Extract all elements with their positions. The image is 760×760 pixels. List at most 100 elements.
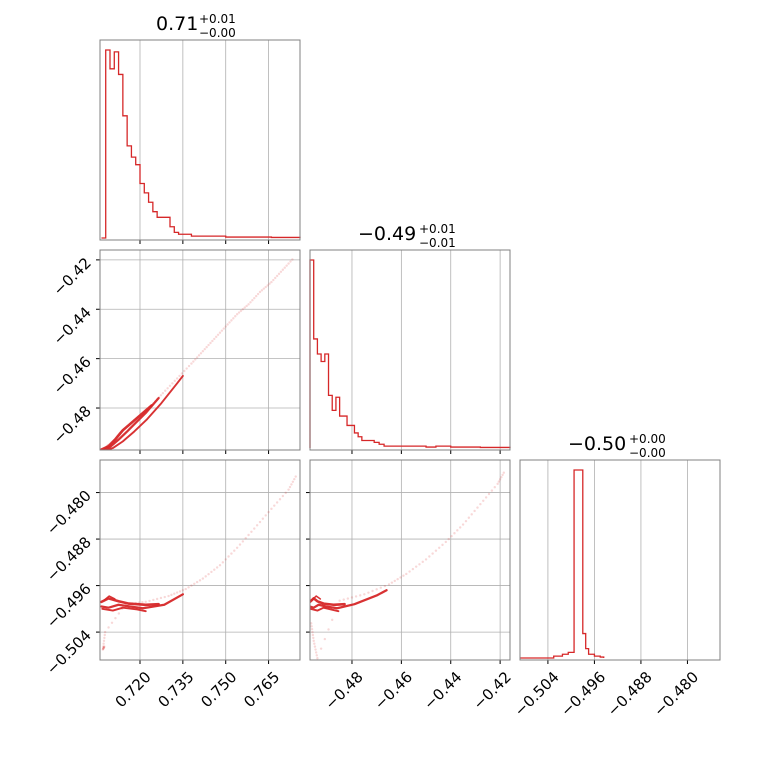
scatter-point xyxy=(350,596,354,599)
panels: −0.504−0.496−0.488−0.480−0.48−0.46−0.44−… xyxy=(43,39,721,720)
scatter-point xyxy=(470,513,473,516)
scatter-point xyxy=(247,533,250,537)
scatter-point xyxy=(310,622,313,625)
scatter-point xyxy=(310,625,313,628)
scatter-point xyxy=(498,478,502,481)
y-tick-label: −0.48 xyxy=(50,402,95,447)
title-p0: 0.71 +0.01 −0.00 xyxy=(156,12,236,40)
scatter-point xyxy=(314,648,317,651)
scatter-point xyxy=(102,642,105,645)
scatter-point xyxy=(234,315,237,318)
scatter-point xyxy=(264,514,267,517)
joint-p0-p1: −0.48−0.46 −0.44−0.42 xyxy=(50,249,301,454)
scatter-point xyxy=(283,266,286,269)
x-tick-label: 0.735 xyxy=(155,668,198,711)
title-p0-plus: +0.01 xyxy=(199,12,236,26)
scatter-point xyxy=(476,506,479,509)
scatter-point xyxy=(221,561,225,564)
scatter-point xyxy=(264,285,267,289)
scatter-point xyxy=(281,268,285,271)
title-p2-plus: +0.00 xyxy=(629,432,666,446)
scatter-point xyxy=(277,272,281,276)
scatter-point xyxy=(103,636,106,640)
scatter-point xyxy=(319,647,323,650)
scatter-point xyxy=(250,530,253,534)
scatter-point xyxy=(107,626,110,629)
scatter-point xyxy=(102,645,105,648)
scatter-point xyxy=(171,382,174,385)
joint-content xyxy=(100,475,297,651)
scatter-point xyxy=(205,345,208,349)
scatter-point xyxy=(262,287,266,290)
title-p2: −0.50 +0.00 −0.00 xyxy=(568,432,666,460)
scatter-point xyxy=(314,651,318,654)
scatter-point xyxy=(218,331,222,334)
scatter-point xyxy=(152,598,155,602)
scatter-point xyxy=(287,488,290,491)
scatter-point xyxy=(230,552,233,555)
scatter-point xyxy=(175,591,179,594)
joint-p1-p2: −0.48 −0.46 −0.44 −0.42 xyxy=(306,459,515,713)
scatter-point xyxy=(102,645,106,649)
scatter-point xyxy=(447,537,450,541)
scatter-point xyxy=(311,630,314,634)
scatter-point xyxy=(261,517,265,520)
contour-line xyxy=(101,397,160,450)
scatter-point xyxy=(194,358,197,361)
scatter-point xyxy=(187,364,191,368)
x-tick-label: −0.44 xyxy=(420,668,465,713)
scatter-point xyxy=(473,509,476,513)
scatter-point xyxy=(198,579,202,582)
scatter-point xyxy=(313,642,316,645)
scatter-point xyxy=(204,575,207,578)
scatter-point xyxy=(178,590,182,593)
scatter-point xyxy=(230,319,233,322)
scatter-point xyxy=(402,574,405,577)
scatter-point xyxy=(411,567,415,571)
scatter-point xyxy=(479,502,482,506)
scatter-point xyxy=(428,555,431,558)
scatter-point xyxy=(243,306,246,309)
scatter-point xyxy=(102,639,106,643)
scatter-point xyxy=(251,299,254,302)
scatter-point xyxy=(270,507,273,511)
scatter-point xyxy=(438,546,441,549)
scatter-point xyxy=(161,392,165,395)
scatter-point xyxy=(241,308,245,311)
scatter-point xyxy=(168,384,172,388)
scatter-point xyxy=(239,309,243,313)
scatter-point xyxy=(497,480,501,483)
scatter-point xyxy=(197,354,201,357)
scatter-point xyxy=(418,563,421,566)
scatter-point xyxy=(482,499,485,502)
scatter-point xyxy=(441,543,444,547)
scatter-point xyxy=(450,534,453,538)
histogram-step xyxy=(520,469,605,659)
x-tick-label: −0.480 xyxy=(650,668,702,720)
scatter-point xyxy=(331,618,334,622)
scatter-point xyxy=(270,280,273,284)
title-p0-value: 0.71 xyxy=(156,13,198,35)
scatter-point xyxy=(274,276,277,280)
scatter-point xyxy=(102,646,105,650)
scatter-point xyxy=(232,317,235,320)
title-p2-minus: −0.00 xyxy=(629,446,666,460)
scatter-point xyxy=(166,387,169,390)
scatter-point xyxy=(371,589,374,593)
title-p0-minus: −0.00 xyxy=(199,26,236,40)
scatter-point xyxy=(167,594,170,598)
panel-frame xyxy=(99,249,301,451)
scatter-point xyxy=(323,637,327,641)
scatter-point xyxy=(247,303,250,306)
scatter-point xyxy=(502,471,506,474)
histogram-p1 xyxy=(309,249,511,454)
scatter-point xyxy=(260,289,264,292)
scatter-point xyxy=(159,596,163,600)
scatter-point xyxy=(185,367,188,370)
scatter-point xyxy=(467,516,471,519)
scatter-point xyxy=(291,258,294,261)
scatter-point xyxy=(148,599,151,603)
contour-line xyxy=(100,404,153,450)
scatter-point xyxy=(195,580,199,584)
scatter-point xyxy=(290,483,293,486)
